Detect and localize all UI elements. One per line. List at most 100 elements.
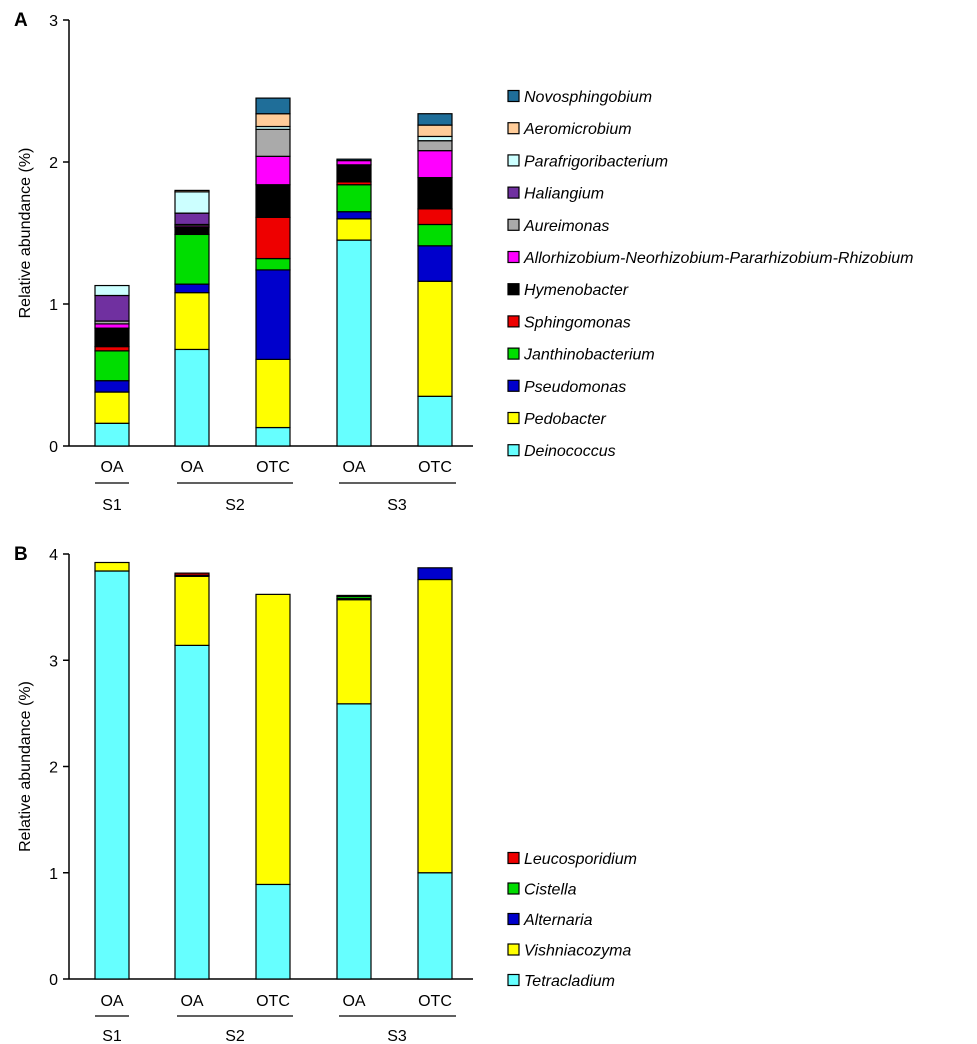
y-tick-label: 1: [49, 297, 58, 314]
bar-segment-janthinobacterium: [417, 223, 453, 247]
bar-segment-janthinobacterium: [336, 184, 372, 213]
legend-label: Leucosporidium: [524, 851, 637, 868]
bar-segment-hymenobacter: [336, 164, 372, 183]
legend: Leucosporidium Cistella Alternaria Vishniac…: [507, 851, 637, 990]
y-tick-label: 1: [49, 866, 58, 883]
legend-swatch: [507, 122, 520, 135]
bar-segment-hymenobacter: [174, 226, 210, 236]
bar-segment-tetracladium: [417, 872, 453, 980]
bar-segment-vishniacozyma: [174, 575, 210, 646]
legend-swatch: [507, 943, 520, 956]
category-label: OA: [180, 993, 203, 1010]
bar-segment-novosphingobium: [417, 113, 453, 126]
bar-segment-allorhizobium-neorhizobium-pararhizobium-rhizobium: [336, 159, 372, 166]
y-axis-title: Relative abundance (%): [17, 681, 34, 852]
bar-segment-deinococcus: [336, 239, 372, 447]
legend-swatch: [507, 882, 520, 895]
legend-swatch: [507, 218, 520, 231]
bar-segment-allorhizobium-neorhizobium-pararhizobium-rhizobium: [94, 323, 130, 329]
legend-label: Alternaria: [523, 912, 593, 929]
bar-segment-vishniacozyma: [417, 578, 453, 874]
category-label: OA: [100, 993, 123, 1010]
group-label: S1: [102, 1028, 122, 1044]
bar-segment-pedobacter: [174, 292, 210, 351]
bar-segment-pedobacter: [336, 218, 372, 241]
legend-swatch: [507, 444, 520, 457]
legend-label: Cistella: [524, 882, 577, 899]
category-label: OTC: [256, 459, 290, 476]
bar-segment-tetracladium: [255, 883, 291, 980]
bar-segment-sphingomonas: [417, 208, 453, 226]
bar-segment-allorhizobium-neorhizobium-pararhizobium-rhizobium: [255, 155, 291, 186]
y-tick-label: 2: [49, 760, 58, 777]
bar-segment-deinococcus: [417, 395, 453, 447]
legend-label: Sphingomonas: [524, 314, 631, 331]
bar-segment-parafrigoribacterium: [94, 284, 130, 297]
bar-segment-vishniacozyma: [336, 599, 372, 705]
legend-swatch: [507, 379, 520, 392]
legend-swatch: [507, 186, 520, 199]
bar-segment-novosphingobium: [336, 158, 372, 162]
y-tick-label: 0: [49, 439, 58, 456]
y-tick-label: 0: [49, 972, 58, 989]
bar-segment-hymenobacter: [417, 177, 453, 210]
legend-label: Pseudomonas: [524, 379, 626, 396]
legend-swatch: [507, 347, 520, 360]
bar-segment-pseudomonas: [174, 283, 210, 294]
legend-label: Aeromicrobium: [523, 121, 632, 138]
chart-panel-a: A 0 1 2 3 Relative abundance (%) OA OA OTC OA OTC S…: [14, 10, 913, 514]
category-label: OTC: [418, 459, 452, 476]
bar-segment-aeromicrobium: [255, 113, 291, 128]
bar-segment-pseudomonas: [255, 269, 291, 360]
bar-segment-leucosporidium: [336, 594, 372, 598]
y-tick-label: 3: [49, 653, 58, 670]
group-label: S3: [387, 1028, 407, 1044]
legend-label: Deinococcus: [524, 443, 616, 460]
bar-segment-sphingomonas: [94, 346, 130, 352]
legend-label: Haliangium: [524, 186, 604, 203]
legend-label: Pedobacter: [524, 411, 607, 428]
bar-segment-parafrigoribacterium: [174, 191, 210, 214]
group-label: S2: [225, 1028, 245, 1044]
group-label: S1: [102, 497, 122, 514]
legend-swatch: [507, 154, 520, 167]
bar-segment-allorhizobium-neorhizobium-pararhizobium-rhizobium: [417, 150, 453, 179]
legend-label: Vishniacozyma: [524, 943, 631, 960]
y-tick-label: 2: [49, 155, 58, 172]
bar-segment-pseudomonas: [417, 245, 453, 282]
legend-label: Tetracladium: [524, 973, 615, 990]
bar-segment-deinococcus: [255, 426, 291, 447]
bar-segment-haliangium: [94, 294, 130, 322]
bar-segment-novosphingobium: [255, 97, 291, 115]
y-tick-label: 4: [49, 547, 58, 564]
bar-segment-pedobacter: [94, 391, 130, 424]
bar-segment-pedobacter: [255, 358, 291, 429]
bar-segment-tetracladium: [174, 644, 210, 980]
category-label: OA: [100, 459, 123, 476]
bar-segment-leucosporidium: [174, 572, 210, 576]
legend: Novosphingobium Aeromicrobium Parafrigorib…: [507, 89, 913, 460]
bar-segment-deinococcus: [94, 422, 130, 447]
panel-letter: A: [14, 10, 28, 31]
category-label: OA: [342, 459, 365, 476]
chart-panel-b: B 0 1 2 3 4 Relative abundance (%) OA OA OTC OA OTC…: [14, 544, 637, 1044]
category-label: OA: [342, 993, 365, 1010]
legend-swatch: [507, 283, 520, 296]
group-label: S2: [225, 497, 245, 514]
bar-segment-aeromicrobium: [174, 189, 210, 193]
bar-segment-tetracladium: [336, 703, 372, 980]
legend-label: Aureimonas: [523, 218, 609, 235]
bar-segment-tetracladium: [94, 570, 130, 980]
bar-segment-vishniacozyma: [94, 561, 130, 572]
legend-swatch: [507, 250, 520, 264]
bar-segment-hymenobacter: [255, 184, 291, 218]
bar-segment-alternaria: [417, 567, 453, 581]
bar-segment-parafrigoribacterium: [417, 135, 453, 142]
legend-swatch: [507, 411, 520, 425]
legend-label: Hymenobacter: [524, 282, 629, 299]
bar-segment-hymenobacter: [94, 327, 130, 348]
bar-segment-aureimonas: [255, 128, 291, 157]
y-tick-label: 3: [49, 13, 58, 30]
legend-label: Allorhizobium-Neorhizobium-Pararhizobium…: [523, 250, 913, 267]
